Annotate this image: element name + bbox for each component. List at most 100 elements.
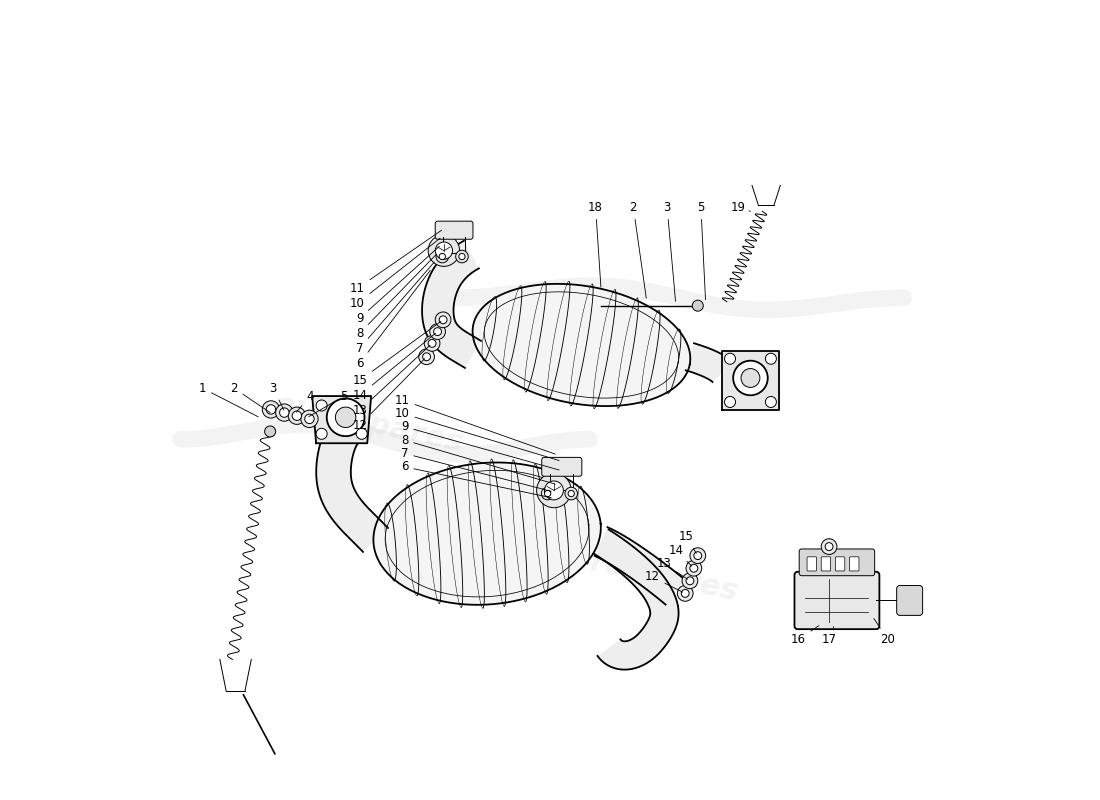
Text: 18: 18: [588, 201, 603, 287]
Circle shape: [439, 316, 447, 324]
Circle shape: [266, 405, 276, 414]
Circle shape: [288, 407, 306, 424]
Text: 10: 10: [350, 238, 440, 310]
Text: 6: 6: [400, 460, 551, 498]
Text: 17: 17: [822, 626, 837, 646]
Circle shape: [436, 312, 451, 328]
Circle shape: [356, 428, 367, 439]
Text: 20: 20: [873, 618, 895, 646]
Circle shape: [825, 542, 833, 550]
Polygon shape: [595, 527, 686, 605]
FancyBboxPatch shape: [794, 572, 879, 629]
Text: 11: 11: [395, 394, 556, 454]
Circle shape: [305, 414, 315, 423]
Polygon shape: [685, 343, 734, 382]
Circle shape: [428, 235, 460, 266]
Text: 5: 5: [697, 201, 705, 300]
Text: eurospares: eurospares: [272, 390, 466, 458]
Text: 7: 7: [356, 262, 435, 354]
Circle shape: [686, 577, 694, 585]
Circle shape: [428, 339, 436, 347]
Text: 14: 14: [669, 544, 692, 566]
Circle shape: [262, 401, 279, 418]
Circle shape: [682, 573, 697, 589]
Text: 13: 13: [352, 346, 430, 417]
Text: 6: 6: [356, 270, 430, 370]
Circle shape: [459, 254, 465, 260]
Circle shape: [541, 487, 554, 500]
Circle shape: [316, 400, 327, 411]
Text: 14: 14: [352, 334, 436, 402]
Text: 16: 16: [791, 626, 818, 646]
Circle shape: [537, 473, 571, 508]
FancyBboxPatch shape: [436, 221, 473, 239]
Text: 12: 12: [645, 570, 683, 592]
FancyBboxPatch shape: [807, 557, 816, 571]
Text: 10: 10: [395, 407, 559, 461]
Circle shape: [766, 354, 777, 364]
Circle shape: [422, 353, 430, 361]
Text: 15: 15: [679, 530, 696, 554]
Text: eurospares: eurospares: [547, 538, 741, 607]
Circle shape: [300, 410, 318, 427]
Circle shape: [436, 242, 452, 259]
FancyBboxPatch shape: [800, 549, 874, 576]
Circle shape: [734, 361, 768, 395]
Text: 12: 12: [352, 358, 425, 432]
FancyBboxPatch shape: [541, 458, 582, 476]
Text: 13: 13: [657, 557, 688, 579]
Polygon shape: [312, 396, 371, 443]
Text: 2: 2: [629, 201, 647, 298]
Text: 9: 9: [400, 420, 559, 470]
Text: 7: 7: [400, 447, 551, 491]
Circle shape: [439, 254, 446, 260]
Circle shape: [265, 426, 276, 437]
Text: 1: 1: [199, 382, 258, 417]
Circle shape: [694, 552, 702, 559]
Text: 2: 2: [230, 382, 271, 413]
Circle shape: [455, 250, 469, 263]
FancyBboxPatch shape: [835, 557, 845, 571]
Circle shape: [544, 490, 551, 497]
FancyBboxPatch shape: [896, 586, 923, 615]
Circle shape: [419, 349, 435, 365]
Text: 9: 9: [356, 246, 440, 325]
Circle shape: [293, 411, 301, 421]
Circle shape: [425, 335, 440, 351]
FancyBboxPatch shape: [849, 557, 859, 571]
Circle shape: [327, 398, 364, 436]
Circle shape: [568, 490, 574, 497]
Circle shape: [565, 487, 578, 500]
Polygon shape: [373, 462, 601, 605]
Polygon shape: [723, 351, 779, 410]
Circle shape: [316, 428, 327, 439]
Circle shape: [544, 481, 563, 500]
Circle shape: [433, 328, 441, 335]
Circle shape: [678, 586, 693, 602]
Circle shape: [766, 397, 777, 407]
Text: 3: 3: [270, 382, 284, 410]
Text: 8: 8: [356, 254, 437, 340]
Polygon shape: [422, 241, 481, 368]
Circle shape: [690, 564, 697, 572]
Circle shape: [276, 404, 293, 422]
Polygon shape: [473, 284, 691, 406]
Polygon shape: [594, 530, 679, 670]
Circle shape: [681, 590, 689, 598]
Circle shape: [436, 250, 449, 263]
Text: 11: 11: [350, 230, 441, 295]
Circle shape: [822, 538, 837, 554]
Circle shape: [692, 300, 703, 311]
Polygon shape: [316, 419, 388, 552]
Circle shape: [690, 548, 706, 563]
Text: 8: 8: [400, 434, 556, 484]
Text: 15: 15: [352, 322, 441, 387]
Circle shape: [336, 407, 355, 427]
Circle shape: [741, 369, 760, 387]
Text: 5: 5: [309, 390, 348, 417]
Circle shape: [686, 560, 702, 576]
Text: 4: 4: [296, 390, 314, 412]
Circle shape: [725, 397, 736, 407]
Circle shape: [725, 354, 736, 364]
Circle shape: [430, 324, 446, 339]
